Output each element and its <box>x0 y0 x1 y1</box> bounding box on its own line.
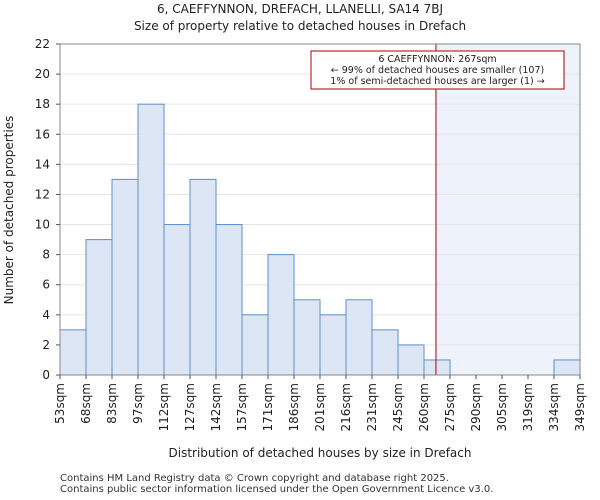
x-axis-label: Distribution of detached houses by size … <box>169 446 472 460</box>
x-tick-label: 260sqm <box>417 383 431 431</box>
y-tick-label: 22 <box>35 37 50 51</box>
y-tick-label: 12 <box>35 187 50 201</box>
histogram-bar <box>319 314 347 376</box>
y-tick-label: 10 <box>35 218 50 232</box>
x-tick-label: 68sqm <box>79 383 93 424</box>
histogram-bar <box>345 299 373 376</box>
y-tick-label: 2 <box>42 338 50 352</box>
annotation-line-1: 6 CAEFFYNNON: 267sqm <box>378 54 496 65</box>
y-axis-label: Number of detached properties <box>2 116 16 305</box>
histogram-bar <box>293 299 321 376</box>
histogram-bar <box>423 359 451 376</box>
x-tick-label: 231sqm <box>365 383 379 431</box>
footer-line-2: Contains public sector information licen… <box>60 484 494 495</box>
histogram-bar <box>371 329 399 376</box>
x-tick-label: 334sqm <box>547 383 561 431</box>
x-tick-label: 275sqm <box>443 383 457 431</box>
histogram-bar <box>111 178 139 376</box>
x-tick-label: 53sqm <box>53 383 67 424</box>
histogram-bar <box>137 103 165 376</box>
x-tick-label: 305sqm <box>495 383 509 431</box>
x-tick-label: 349sqm <box>573 383 587 431</box>
histogram-bar <box>397 344 425 376</box>
x-tick-label: 245sqm <box>391 383 405 431</box>
y-tick-label: 14 <box>35 157 50 171</box>
x-tick-label: 319sqm <box>521 383 535 431</box>
histogram-bar <box>215 224 243 376</box>
chart-subtitle: Size of property relative to detached ho… <box>133 19 467 33</box>
histogram-chart: 0 2 4 6 8 10 12 14 16 18 20 22 53sqm 68sqm 83sqm 97sqm… <box>2 37 587 460</box>
larger-region-shade <box>435 44 580 375</box>
x-tick-label: 216sqm <box>339 383 353 431</box>
y-tick-label: 0 <box>42 368 50 382</box>
chart-title: 6, CAEFFYNNON, DREFACH, LLANELLI, SA14 7… <box>156 2 444 16</box>
x-tick-label: 157sqm <box>235 383 249 431</box>
y-tick-label: 20 <box>35 67 50 81</box>
x-tick-label: 186sqm <box>287 383 301 431</box>
annotation-line-2: ← 99% of detached houses are smaller (10… <box>331 65 544 76</box>
y-tick-label: 16 <box>35 127 50 141</box>
histogram-bar <box>59 329 87 376</box>
y-tick-label: 8 <box>42 248 50 262</box>
x-tick-label: 171sqm <box>261 383 275 431</box>
histogram-bar <box>85 239 113 376</box>
x-tick-label: 290sqm <box>469 383 483 431</box>
y-tick-label: 6 <box>42 278 50 292</box>
histogram-bar <box>163 224 191 376</box>
x-tick-label: 97sqm <box>131 383 145 424</box>
x-tick-label: 142sqm <box>209 383 223 431</box>
annotation-box <box>310 50 565 90</box>
histogram-bar <box>241 314 269 376</box>
histogram-bar <box>267 254 295 376</box>
x-tick-label: 201sqm <box>313 383 327 431</box>
annotation-line-3: 1% of semi-detached houses are larger (1… <box>330 76 544 87</box>
histogram-bar <box>189 178 217 376</box>
footer-line-1: Contains HM Land Registry data © Crown c… <box>60 473 449 484</box>
histogram-bar <box>553 359 581 376</box>
y-tick-label: 4 <box>42 308 50 322</box>
x-tick-label: 83sqm <box>105 383 119 424</box>
y-tick-label: 18 <box>35 97 50 111</box>
x-tick-label: 127sqm <box>183 383 197 431</box>
x-tick-label: 112sqm <box>157 383 171 431</box>
